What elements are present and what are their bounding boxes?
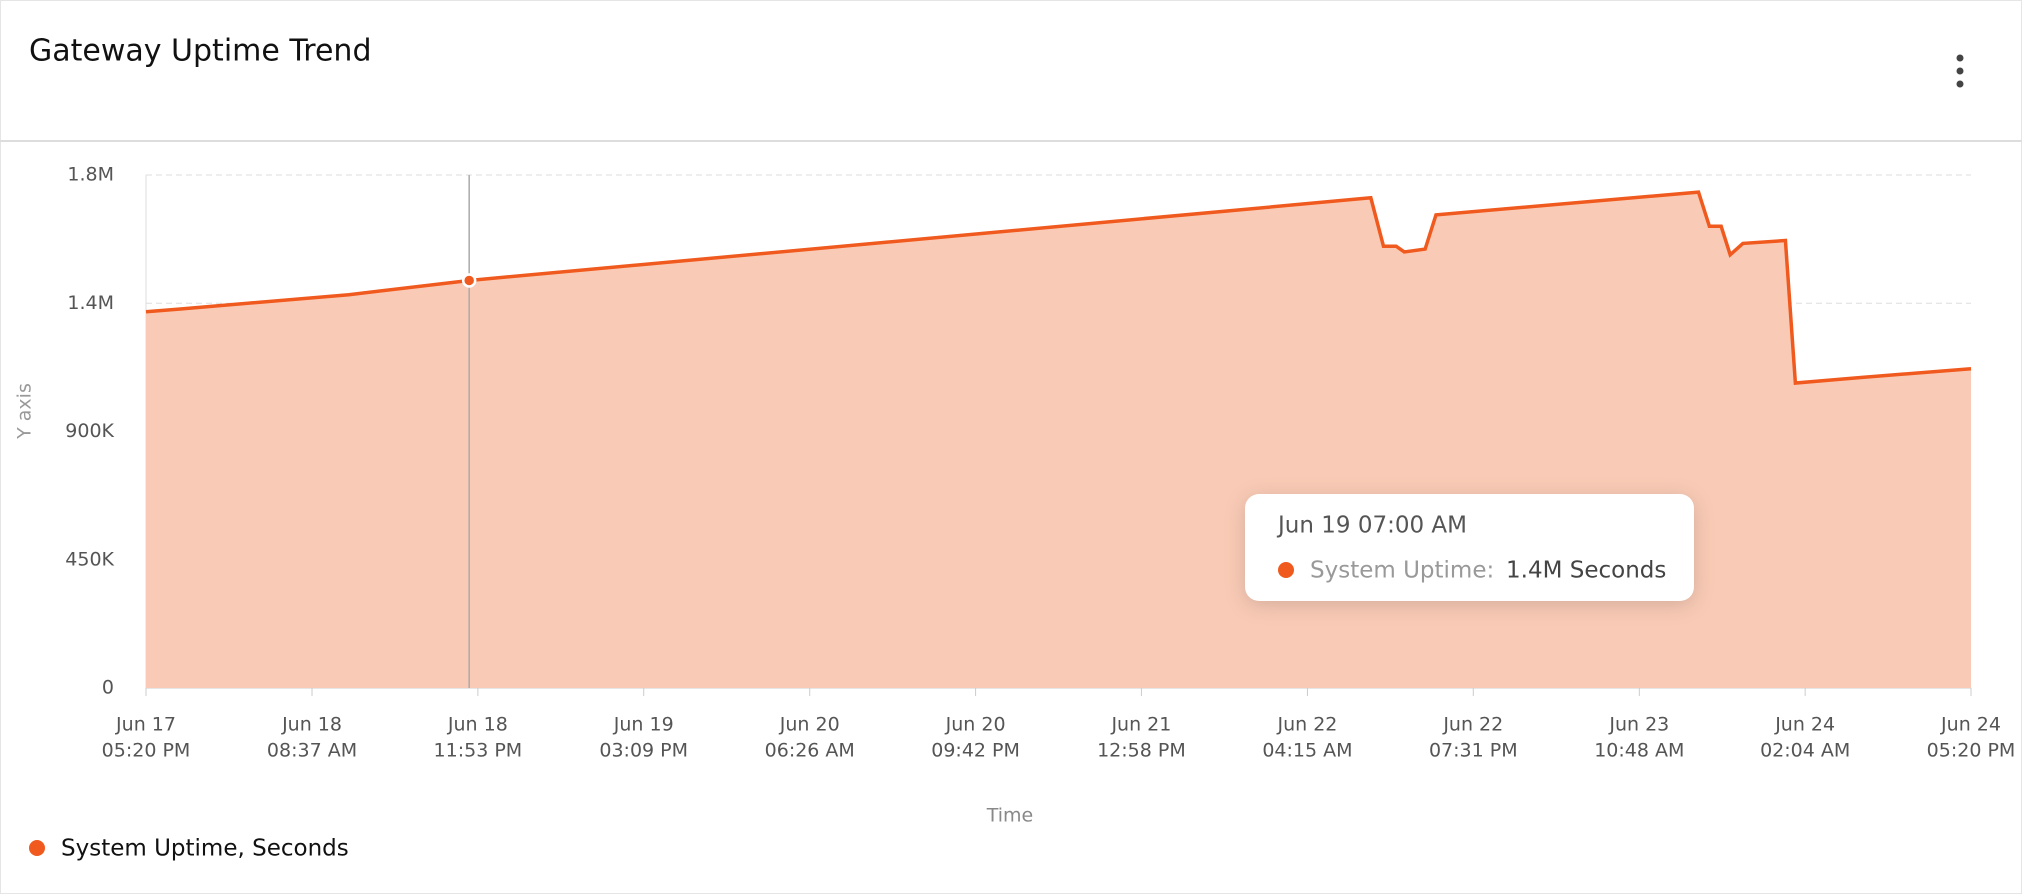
x-tick-label: 11:53 PM [434,740,523,762]
tooltip-title: Jun 19 07:00 AM [1276,513,1467,539]
x-tick-label: Jun 23 [1608,714,1669,736]
menu-button[interactable] [1956,54,1964,88]
chart-title: Gateway Uptime Trend [29,34,371,69]
x-tick-label: 02:04 AM [1760,740,1850,762]
x-tick-label: 07:31 PM [1429,740,1518,762]
legend-label: System Uptime, Seconds [61,836,349,862]
y-axis-label: Y axis [14,383,36,440]
menu-dot [1956,67,1964,75]
menu-dot [1956,80,1964,88]
x-tick-label: Jun 22 [1442,714,1503,736]
x-tick-label: 05:20 PM [1927,740,2016,762]
x-tick-label: Jun 21 [1110,714,1171,736]
x-tick-label: 06:26 AM [765,740,855,762]
x-axis-label: Time [986,805,1034,827]
menu-dot [1956,54,1964,62]
x-tick-label: 05:20 PM [102,740,191,762]
x-tick-label: Jun 22 [1276,714,1337,736]
x-tick-label: Jun 17 [115,714,176,736]
tooltip-marker [1278,562,1294,578]
x-tick-label: Jun 19 [613,714,674,736]
x-tick-label: 10:48 AM [1594,740,1684,762]
y-tick-label: 0 [102,677,114,699]
x-tick-label: 12:58 PM [1097,740,1186,762]
x-tick-label: 09:42 PM [931,740,1020,762]
x-tick-label: 04:15 AM [1262,740,1352,762]
tooltip-value: 1.4M Seconds [1506,558,1666,584]
y-tick-label: 450K [65,548,114,570]
y-tick-label: 1.8M [67,164,114,186]
x-tick-label: 03:09 PM [599,740,688,762]
x-tick-label: Jun 20 [779,714,840,736]
tooltip-box [1245,494,1694,601]
tooltip: Jun 19 07:00 AM System Uptime: 1.4M Second… [1245,494,1694,601]
y-tick-label: 1.4M [67,292,114,314]
tooltip-label: System Uptime: [1310,558,1494,584]
x-tick-label: Jun 18 [281,714,342,736]
x-tick-label: Jun 24 [1940,714,2001,736]
x-tick-label: Jun 18 [447,714,508,736]
legend-marker [29,840,45,856]
hover-point [461,273,477,288]
x-tick-label: 08:37 AM [267,740,357,762]
x-tick-label: Jun 20 [945,714,1006,736]
x-tick-label: Jun 24 [1774,714,1835,736]
y-tick-label: 900K [65,420,114,442]
